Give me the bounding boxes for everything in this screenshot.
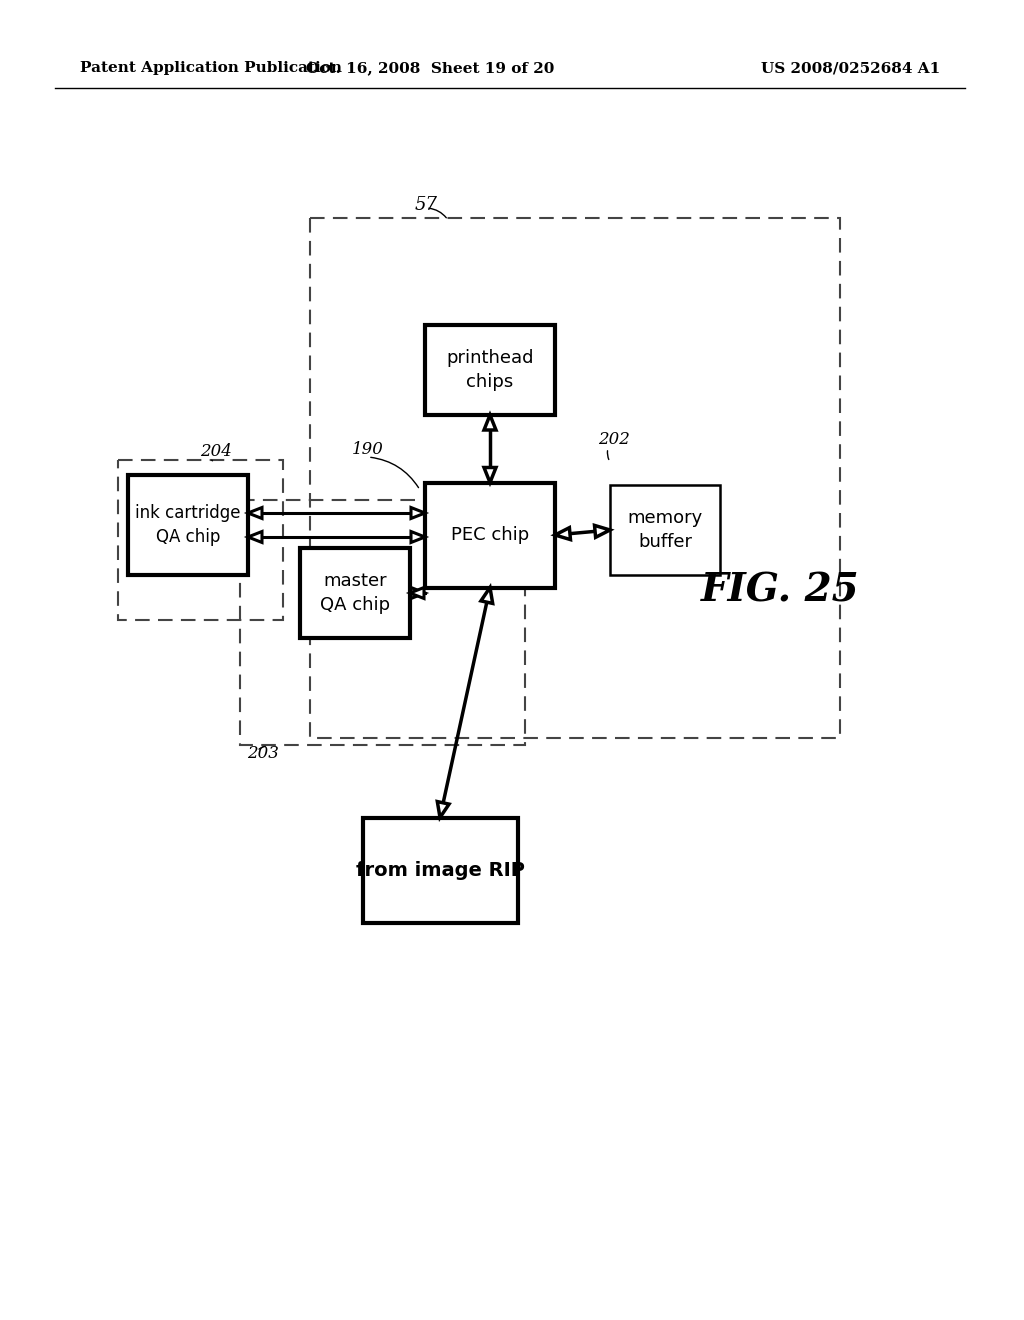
- Text: Patent Application Publication: Patent Application Publication: [80, 61, 342, 75]
- Text: from image RIP: from image RIP: [355, 861, 524, 879]
- Text: 204: 204: [200, 444, 231, 461]
- Text: FIG. 25: FIG. 25: [700, 572, 859, 609]
- Polygon shape: [481, 587, 493, 603]
- Text: 57: 57: [415, 195, 438, 214]
- Polygon shape: [555, 528, 570, 540]
- Bar: [240, 500, 525, 744]
- Polygon shape: [437, 801, 450, 817]
- Bar: [362, 817, 517, 923]
- Text: printhead
chips: printhead chips: [446, 350, 534, 391]
- Polygon shape: [595, 525, 610, 537]
- Bar: [300, 548, 410, 638]
- Text: PEC chip: PEC chip: [451, 525, 529, 544]
- Text: memory
buffer: memory buffer: [628, 510, 702, 550]
- Text: master
QA chip: master QA chip: [319, 572, 390, 614]
- Polygon shape: [484, 467, 496, 483]
- Text: ink cartridge
QA chip: ink cartridge QA chip: [135, 504, 241, 545]
- Text: US 2008/0252684 A1: US 2008/0252684 A1: [761, 61, 940, 75]
- Polygon shape: [411, 587, 425, 598]
- Bar: [425, 483, 555, 587]
- Bar: [128, 475, 248, 576]
- Bar: [425, 325, 555, 414]
- Polygon shape: [411, 532, 425, 543]
- Polygon shape: [248, 507, 262, 519]
- Polygon shape: [248, 532, 262, 543]
- Text: 203: 203: [247, 746, 279, 763]
- Polygon shape: [411, 507, 425, 519]
- Bar: [118, 459, 283, 620]
- Polygon shape: [410, 587, 424, 598]
- Text: 190: 190: [352, 441, 384, 458]
- Text: 202: 202: [598, 432, 630, 449]
- Polygon shape: [484, 414, 496, 430]
- Text: Oct. 16, 2008  Sheet 19 of 20: Oct. 16, 2008 Sheet 19 of 20: [306, 61, 554, 75]
- Bar: [610, 484, 720, 576]
- Bar: [310, 218, 840, 738]
